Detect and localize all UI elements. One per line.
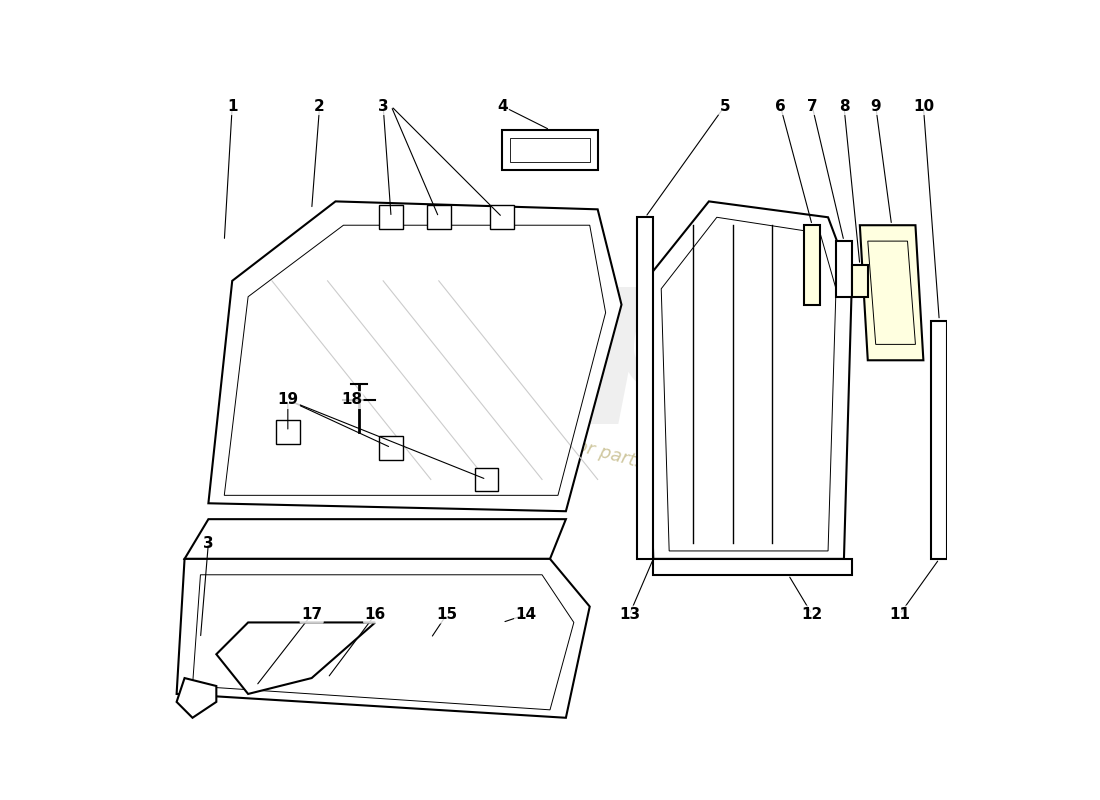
Text: 3: 3 [204,535,213,550]
PathPatch shape [932,321,947,559]
PathPatch shape [177,559,590,718]
Text: a passion for parts since 1985: a passion for parts since 1985 [480,412,747,499]
PathPatch shape [208,202,622,511]
PathPatch shape [177,678,217,718]
FancyBboxPatch shape [427,206,451,229]
Text: 1: 1 [227,98,238,114]
FancyBboxPatch shape [379,436,403,459]
PathPatch shape [653,559,851,574]
Text: 6: 6 [776,98,785,114]
Text: 4: 4 [497,98,507,114]
PathPatch shape [503,130,597,170]
FancyBboxPatch shape [276,420,300,444]
Text: 8: 8 [838,98,849,114]
Text: 13: 13 [619,607,640,622]
Text: 5: 5 [719,98,730,114]
PathPatch shape [217,622,375,694]
PathPatch shape [804,226,821,305]
PathPatch shape [646,202,851,559]
Text: 3: 3 [378,98,388,114]
Text: 17: 17 [301,607,322,622]
PathPatch shape [836,241,851,297]
Text: 14: 14 [516,607,537,622]
PathPatch shape [185,519,565,559]
Text: 19: 19 [277,393,298,407]
Text: 2: 2 [315,98,324,114]
Text: 12: 12 [802,607,823,622]
PathPatch shape [851,265,868,297]
Text: 10: 10 [913,98,934,114]
PathPatch shape [637,218,653,559]
Text: 9: 9 [870,98,881,114]
FancyBboxPatch shape [474,467,498,491]
FancyBboxPatch shape [491,206,515,229]
Text: 7: 7 [807,98,817,114]
FancyBboxPatch shape [379,206,403,229]
PathPatch shape [860,226,923,360]
Text: 15: 15 [437,607,458,622]
Text: 18: 18 [341,393,362,407]
Text: 11: 11 [889,607,910,622]
Text: epc: epc [466,249,825,425]
Text: 16: 16 [364,607,386,622]
